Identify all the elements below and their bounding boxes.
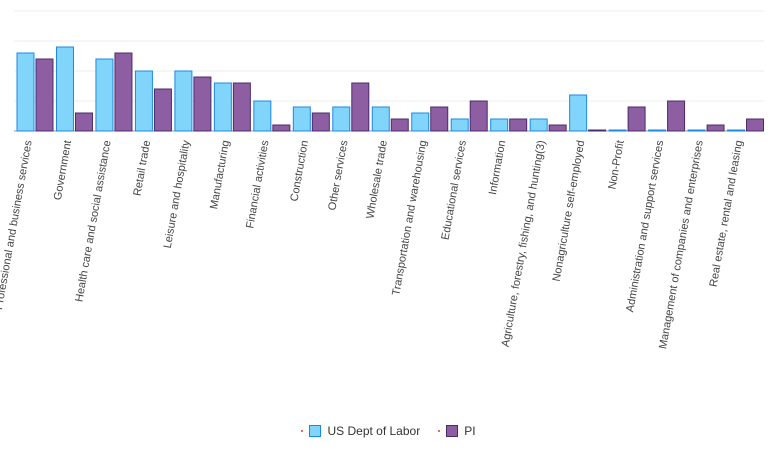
bar-series-2-16[interactable]: [667, 100, 686, 132]
bar-series-1-15[interactable]: [608, 129, 627, 132]
bar-series-1-8[interactable]: [332, 106, 351, 132]
legend-label-series-2: PI: [464, 424, 476, 438]
legend: US Dept of Labor PI: [0, 424, 777, 438]
x-tick-label: Agriculture, forestry, fishing, and hunt…: [500, 139, 548, 347]
bar-series-1-4[interactable]: [174, 70, 193, 132]
x-tick-label: Wholesale trade: [364, 139, 390, 219]
x-tick-label: Construction: [288, 139, 311, 202]
bar-series-2-15[interactable]: [627, 106, 646, 132]
bar-series-1-10[interactable]: [411, 112, 430, 132]
x-tick-label: Educational services: [440, 139, 469, 241]
x-tick-label: Financial activities: [244, 139, 271, 229]
bar-series-2-11[interactable]: [469, 100, 488, 132]
legend-dot-icon: [301, 430, 304, 432]
bar-series-1-12[interactable]: [490, 118, 509, 132]
bar-series-2-0[interactable]: [35, 58, 54, 132]
bar-series-2-4[interactable]: [193, 76, 212, 132]
x-tick-label: Government: [52, 139, 74, 201]
legend-item-series-1[interactable]: US Dept of Labor: [301, 424, 420, 438]
bar-series-2-2[interactable]: [114, 52, 133, 132]
bar-series-1-1[interactable]: [55, 46, 74, 132]
bar-series-2-14[interactable]: [588, 129, 607, 132]
bar-series-1-3[interactable]: [134, 70, 153, 132]
x-tick-label: Health care and social assistance: [73, 139, 113, 302]
legend-item-series-2[interactable]: PI: [438, 424, 476, 438]
legend-dot-icon: [438, 430, 441, 432]
bar-series-2-10[interactable]: [430, 106, 449, 132]
bar-series-1-0[interactable]: [16, 52, 35, 132]
x-tick-label: Transportation and warehousing: [390, 139, 429, 296]
x-tick-label: Real estate, rental and leasing: [708, 139, 746, 287]
bar-chart: Professional and business services Govern…: [0, 10, 765, 350]
bar-series-1-7[interactable]: [292, 106, 311, 132]
bar-series-2-18[interactable]: [746, 118, 765, 132]
bar-series-2-13[interactable]: [548, 124, 567, 132]
bar-series-1-13[interactable]: [529, 118, 548, 132]
bar-series-2-6[interactable]: [272, 124, 291, 132]
x-tick-label: Management of companies and enterprises: [657, 139, 706, 350]
bar-series-2-9[interactable]: [390, 118, 409, 132]
legend-swatch-series-1: [309, 425, 322, 437]
bar-series-2-3[interactable]: [153, 88, 172, 132]
bar-series-1-16[interactable]: [648, 129, 667, 132]
x-tick-label: Non-Profit: [606, 139, 626, 190]
bar-series-2-8[interactable]: [351, 82, 370, 132]
x-axis-labels: Professional and business services Govern…: [0, 139, 745, 350]
bar-series-1-11[interactable]: [450, 118, 469, 132]
legend-label-series-1: US Dept of Labor: [327, 424, 421, 438]
bar-series-1-9[interactable]: [371, 106, 390, 132]
bar-series-1-14[interactable]: [569, 94, 588, 132]
bar-series-2-1[interactable]: [74, 112, 93, 132]
bar-series-1-5[interactable]: [213, 82, 232, 132]
legend-swatch-series-2: [446, 425, 459, 437]
bar-series-1-17[interactable]: [687, 129, 706, 132]
bar-series-2-12[interactable]: [509, 118, 528, 132]
x-tick-label: Retail trade: [132, 139, 154, 196]
x-tick-label: Information: [487, 139, 508, 195]
bars: [16, 46, 765, 132]
x-tick-label: Other services: [326, 139, 350, 211]
bar-series-1-6[interactable]: [253, 100, 272, 132]
x-tick-label: Administration and support services: [624, 139, 666, 313]
x-tick-label: Professional and business services: [0, 139, 35, 311]
bar-series-1-2[interactable]: [95, 58, 114, 132]
bar-series-2-7[interactable]: [311, 112, 330, 132]
bar-series-2-17[interactable]: [706, 124, 725, 132]
bar-series-2-5[interactable]: [232, 82, 251, 132]
x-tick-label: Manufacturing: [208, 139, 232, 210]
x-tick-label: Nonagriculture self-employed: [551, 139, 588, 282]
x-tick-label: Leisure and hospitality: [162, 139, 193, 249]
bar-series-1-18[interactable]: [727, 129, 746, 132]
